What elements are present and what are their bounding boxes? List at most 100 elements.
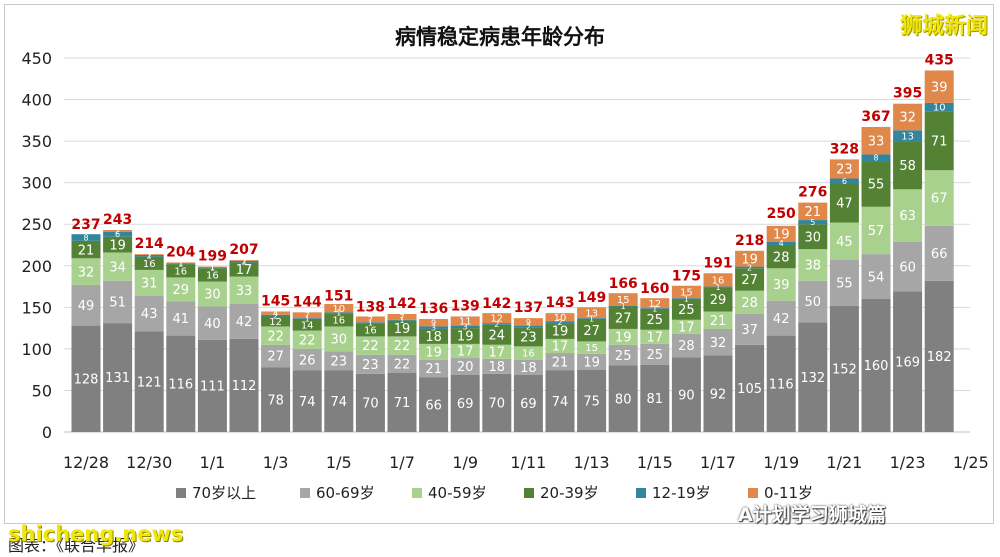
- bar-segment: [419, 359, 449, 378]
- segment-label: 19: [741, 252, 758, 267]
- bar-segment: [608, 344, 638, 366]
- bar-segment: [229, 276, 259, 305]
- bar-segment: [608, 293, 638, 306]
- segment-label: 19: [552, 325, 569, 340]
- segment-label: 25: [647, 348, 664, 363]
- bar-segment: [671, 319, 701, 334]
- bar-segment: [387, 313, 417, 320]
- segment-label: 182: [927, 350, 952, 365]
- bar-segment: [261, 314, 291, 317]
- x-axis-ticks: 12/28 12/30 1/1 1/3 1/5 1/7 1/9 1/11 1/13 1/15 1/1…: [63, 453, 989, 472]
- bar-segment: [829, 159, 859, 179]
- segment-label: 74: [552, 395, 569, 410]
- segment-label: 28: [678, 339, 695, 354]
- segment-label: 70: [362, 397, 379, 412]
- segment-label: 40: [204, 317, 221, 332]
- bar-segment: [71, 258, 101, 285]
- bar-segment: [71, 234, 101, 241]
- segment-label: 50: [805, 295, 822, 310]
- bar-segment: [766, 241, 796, 245]
- segment-label: 21: [78, 243, 95, 258]
- segment-label: 16: [364, 325, 377, 336]
- bar-segment: [798, 249, 828, 281]
- bar-segment: [577, 353, 607, 370]
- bar-segment: [197, 266, 227, 268]
- segment-label: 19: [425, 345, 442, 360]
- segment-label: 55: [836, 276, 853, 291]
- segment-label: 9: [526, 318, 531, 327]
- bar-segment: [924, 70, 954, 103]
- legend-label: 12-19岁: [652, 484, 711, 502]
- bar-segment: [545, 338, 575, 354]
- segment-label: 54: [868, 270, 885, 285]
- legend-swatch: [636, 488, 646, 498]
- segment-label: 74: [299, 395, 316, 410]
- bar-segment: [134, 331, 164, 432]
- bar-segment: [861, 254, 891, 300]
- segment-label: 47: [836, 197, 853, 212]
- legend-label: 20-39岁: [540, 484, 599, 502]
- total-label: 214: [135, 236, 164, 252]
- x-tick-label: 1/21: [826, 453, 862, 472]
- bar-segment: [292, 312, 322, 319]
- segment-label: 21: [710, 314, 727, 329]
- segment-label: 1: [305, 314, 310, 323]
- bar-segment: [703, 273, 733, 287]
- segment-label: 2: [115, 227, 120, 236]
- total-label: 145: [261, 293, 290, 309]
- x-tick-label: 1/7: [389, 453, 415, 472]
- bar-segment: [419, 343, 449, 360]
- bar-segment: [166, 264, 196, 278]
- x-tick-label: 1/25: [953, 453, 989, 472]
- segment-label: 20: [457, 360, 474, 375]
- x-tick-label: 1/17: [700, 453, 736, 472]
- segment-label: 22: [362, 339, 379, 354]
- segment-label: 78: [267, 393, 284, 408]
- segment-label: 9: [431, 319, 436, 328]
- bar-segment: [924, 280, 954, 432]
- bar-segment: [861, 299, 891, 432]
- bar-segment: [640, 308, 670, 309]
- segment-label: 37: [741, 323, 758, 338]
- bar-segment: [829, 222, 859, 260]
- bar-segment: [387, 320, 417, 337]
- bar-segment: [261, 316, 291, 327]
- segment-label: 30: [331, 333, 348, 348]
- total-label: 237: [71, 217, 100, 233]
- segment-label: 18: [425, 330, 442, 345]
- bar-segment: [387, 336, 417, 355]
- total-label: 435: [925, 52, 954, 68]
- segment-label: 32: [710, 336, 727, 351]
- bar-segment: [703, 328, 733, 356]
- bar-segment: [324, 326, 354, 352]
- segment-label: 121: [137, 375, 162, 390]
- x-tick-label: 1/11: [510, 453, 546, 472]
- bar-segment: [355, 316, 385, 323]
- segment-label: 7: [399, 313, 404, 322]
- bar-segment: [387, 354, 417, 373]
- bar-segment: [703, 287, 733, 312]
- bar-segment: [893, 103, 923, 131]
- bar-segment: [671, 299, 701, 320]
- segment-label: 75: [583, 395, 600, 410]
- bar-segment: [103, 323, 133, 432]
- segment-label: 12: [269, 317, 282, 328]
- segment-label: 33: [868, 134, 885, 149]
- segment-label: 17: [489, 345, 506, 360]
- total-label: 218: [735, 233, 764, 249]
- bar-segment: [829, 183, 859, 223]
- segment-label: 12: [648, 299, 661, 310]
- total-label: 328: [830, 141, 859, 157]
- segment-label: 16: [174, 266, 187, 277]
- segment-label: 17: [236, 263, 253, 278]
- bar-segment: [166, 262, 196, 264]
- bar-segment: [766, 225, 796, 242]
- segment-label: 92: [710, 387, 727, 402]
- total-label: 166: [609, 276, 638, 292]
- legend-label: 60-69岁: [316, 484, 375, 502]
- segment-label: 30: [805, 230, 822, 245]
- y-axis-ticks: 0 50 100 150 200 250 300 350 400 450: [21, 49, 52, 442]
- segment-label: 19: [394, 322, 411, 337]
- bar-segment: [229, 260, 259, 263]
